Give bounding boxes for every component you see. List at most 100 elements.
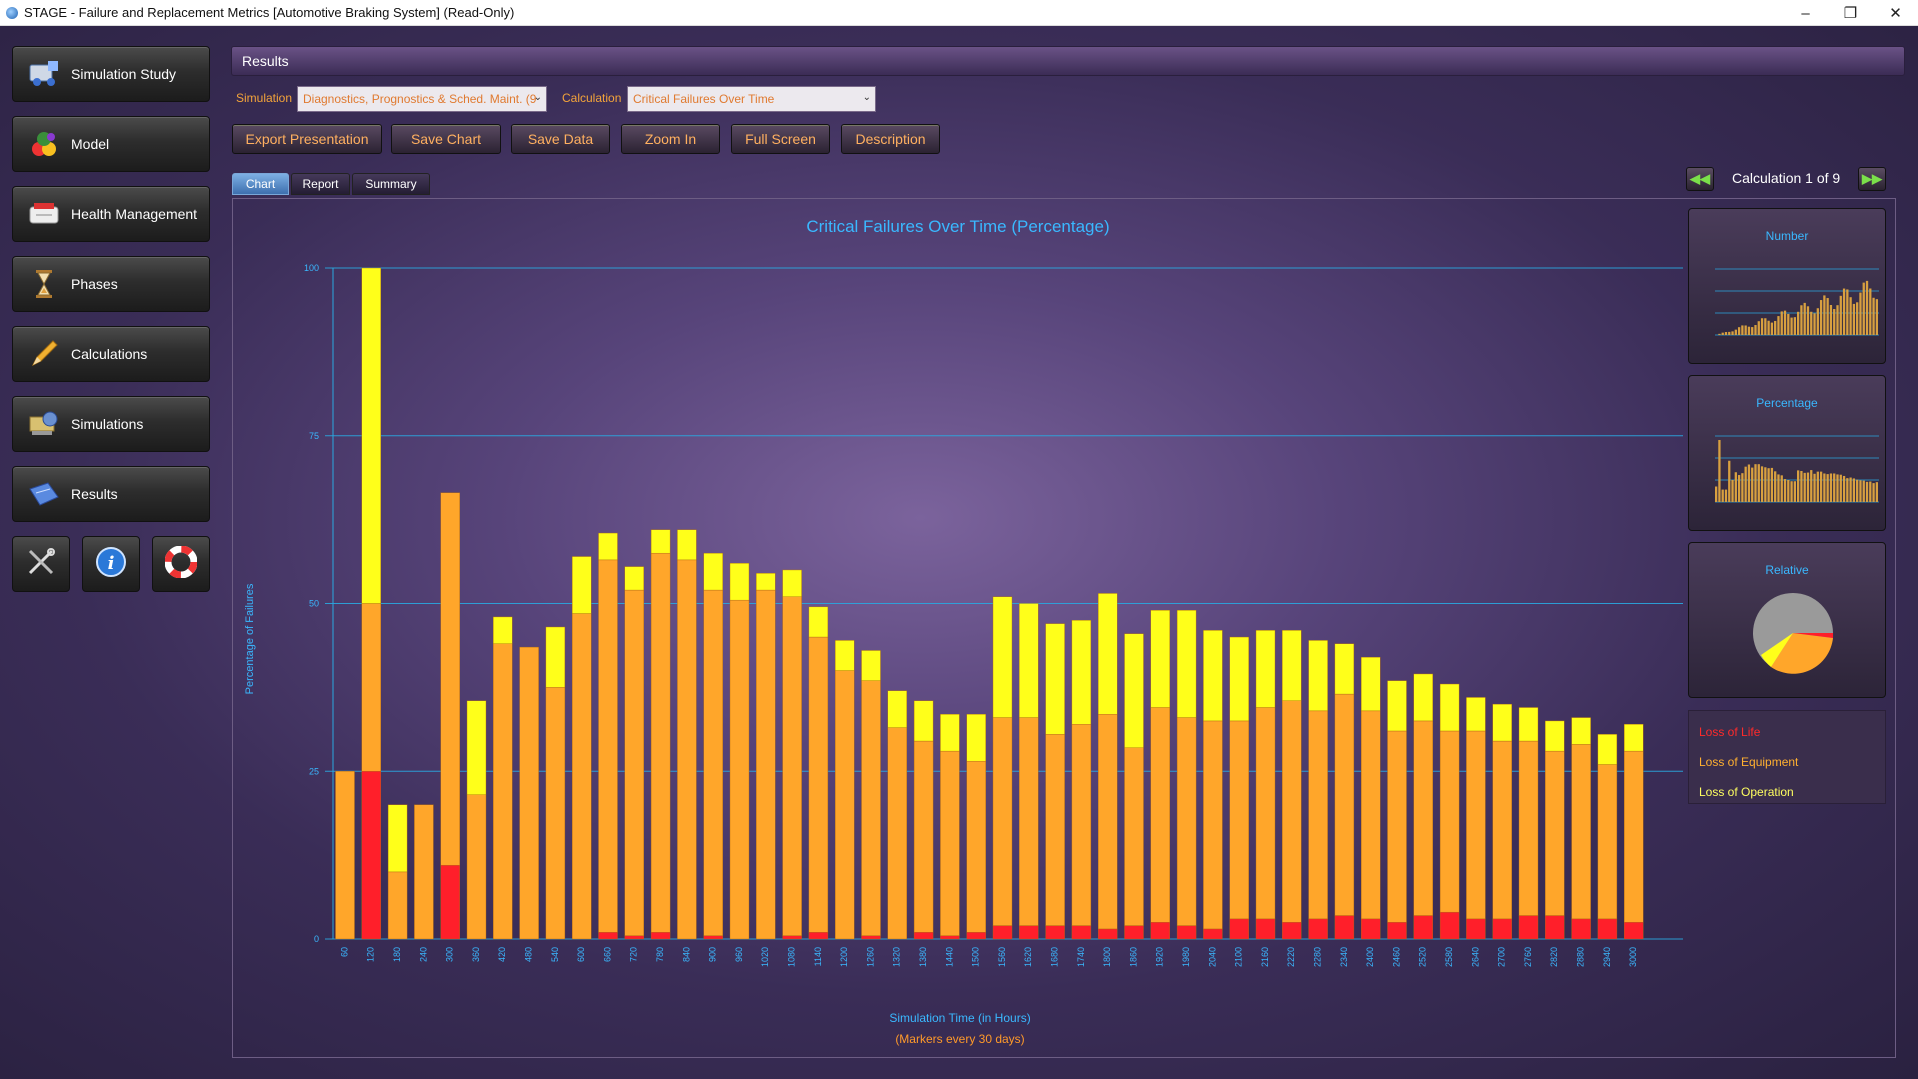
thumbnail-title: Number xyxy=(1765,229,1809,243)
x-axis-subtitle: (Markers every 30 days) xyxy=(895,1032,1024,1046)
tab-chart[interactable]: Chart xyxy=(232,173,289,195)
bar-segment xyxy=(1439,911,1460,940)
mini-bar xyxy=(1760,318,1764,335)
mini-bar xyxy=(1737,327,1741,335)
pencil-icon xyxy=(27,337,61,371)
bar-segment xyxy=(940,750,960,936)
zoom-in-button[interactable]: Zoom In xyxy=(621,124,720,154)
x-tick-label: 1860 xyxy=(1128,947,1138,967)
health-management-icon xyxy=(27,197,61,231)
legend-item-loss-of-life[interactable]: Loss of Life xyxy=(1699,725,1761,739)
sidebar-item-model[interactable]: Model xyxy=(12,116,210,172)
bar-segment xyxy=(1124,747,1144,926)
calculation-select[interactable]: Critical Failures Over Time ⌄ xyxy=(627,86,876,112)
previous-calculation-button[interactable]: ◀◀ xyxy=(1686,167,1714,191)
x-tick-label: 2760 xyxy=(1523,947,1533,967)
thumbnail-percentage[interactable]: Percentage xyxy=(1688,375,1886,531)
sidebar-item-health-management[interactable]: Health Management xyxy=(12,186,210,242)
thumbnail-relative[interactable]: Relative xyxy=(1688,542,1886,698)
mini-bar xyxy=(1780,475,1783,502)
x-tick-label: 60 xyxy=(339,947,349,957)
mini-bar xyxy=(1839,295,1842,335)
mini-bar xyxy=(1869,288,1872,335)
full-screen-button[interactable]: Full Screen xyxy=(731,124,830,154)
mini-bar xyxy=(1872,297,1875,335)
sidebar-item-calculations[interactable]: Calculations xyxy=(12,326,210,382)
sidebar-item-phases[interactable]: Phases xyxy=(12,256,210,312)
tools-button[interactable] xyxy=(12,536,70,592)
restore-button[interactable]: ❐ xyxy=(1843,5,1858,22)
calculation-label: Calculation xyxy=(562,91,622,105)
x-tick-label: 240 xyxy=(418,947,428,962)
minimize-button[interactable]: – xyxy=(1801,4,1810,22)
sidebar-item-results[interactable]: Results xyxy=(12,466,210,522)
x-tick-label: 1680 xyxy=(1049,947,1059,967)
bar-segment xyxy=(440,864,460,940)
save-chart-button[interactable]: Save Chart xyxy=(391,124,501,154)
bar-segment xyxy=(1098,593,1118,715)
page-title: Results xyxy=(242,53,289,69)
bar-segment xyxy=(1466,730,1486,920)
sidebar-item-simulations[interactable]: Simulations xyxy=(12,396,210,452)
info-button[interactable]: i xyxy=(82,536,140,592)
bar-segment xyxy=(1545,915,1565,940)
help-button[interactable] xyxy=(152,536,210,592)
description-button[interactable]: Description xyxy=(841,124,940,154)
thumbnail-title: Percentage xyxy=(1756,396,1818,410)
bar-segment xyxy=(677,529,697,561)
export-presentation-button[interactable]: Export Presentation xyxy=(232,124,382,154)
pie-slice-operation xyxy=(1761,633,1793,667)
tab-report[interactable]: Report xyxy=(291,173,350,195)
mini-bar xyxy=(1724,489,1728,502)
mini-bar xyxy=(1806,472,1810,502)
thumbnail-number[interactable]: Number xyxy=(1688,208,1886,364)
bar-segment xyxy=(1492,703,1512,742)
simulation-select[interactable]: Diagnostics, Prognostics & Sched. Maint.… xyxy=(297,86,547,112)
sidebar-item-simulation-study[interactable]: Simulation Study xyxy=(12,46,210,102)
mini-bar xyxy=(1774,471,1777,502)
mini-bar xyxy=(1836,305,1839,335)
x-tick-label: 1800 xyxy=(1102,947,1112,967)
sidebar-item-label: Phases xyxy=(71,276,118,292)
sidebar-item-label: Simulation Study xyxy=(71,66,177,82)
legend-item-loss-of-operation[interactable]: Loss of Operation xyxy=(1699,785,1794,799)
bar-segment xyxy=(1150,610,1170,708)
mini-bar xyxy=(1819,471,1823,502)
mini-bar xyxy=(1846,289,1849,335)
bar-segment xyxy=(808,932,829,940)
bar-segment xyxy=(808,636,829,933)
close-button[interactable]: ✕ xyxy=(1889,5,1902,22)
bar-segment xyxy=(1387,922,1407,940)
bar-segment xyxy=(1492,918,1512,940)
x-tick-label: 2340 xyxy=(1339,947,1349,967)
window-title: STAGE - Failure and Replacement Metrics … xyxy=(24,5,515,20)
bar-segment xyxy=(1545,720,1565,752)
save-data-button[interactable]: Save Data xyxy=(511,124,610,154)
x-tick-label: 360 xyxy=(471,947,481,962)
bar-segment xyxy=(1308,640,1328,712)
legend-item-loss-of-equipment[interactable]: Loss of Equipment xyxy=(1699,755,1799,769)
hourglass-icon xyxy=(27,267,61,301)
app-icon xyxy=(6,6,18,19)
mini-bar xyxy=(1852,478,1856,502)
x-tick-label: 600 xyxy=(576,947,586,962)
mini-bar xyxy=(1790,317,1793,335)
x-tick-label: 3000 xyxy=(1628,947,1638,967)
bar-segment xyxy=(1229,918,1249,940)
x-tick-label: 1440 xyxy=(944,947,954,967)
mini-bar xyxy=(1718,440,1721,502)
mini-bar xyxy=(1819,300,1823,335)
next-calculation-button[interactable]: ▶▶ xyxy=(1858,167,1886,191)
bar-segment xyxy=(835,670,855,940)
x-axis-label: Simulation Time (in Hours) xyxy=(889,1011,1030,1025)
bar-segment xyxy=(1308,710,1328,920)
x-tick-label: 2400 xyxy=(1365,947,1375,967)
bar-segment xyxy=(1571,744,1591,920)
bar-segment xyxy=(756,589,776,940)
tab-summary[interactable]: Summary xyxy=(352,173,430,195)
bar-segment xyxy=(861,935,881,940)
bar-segment xyxy=(1150,707,1170,923)
bar-segment xyxy=(1413,673,1434,722)
mini-bar xyxy=(1839,474,1842,502)
bar-segment xyxy=(808,606,829,638)
